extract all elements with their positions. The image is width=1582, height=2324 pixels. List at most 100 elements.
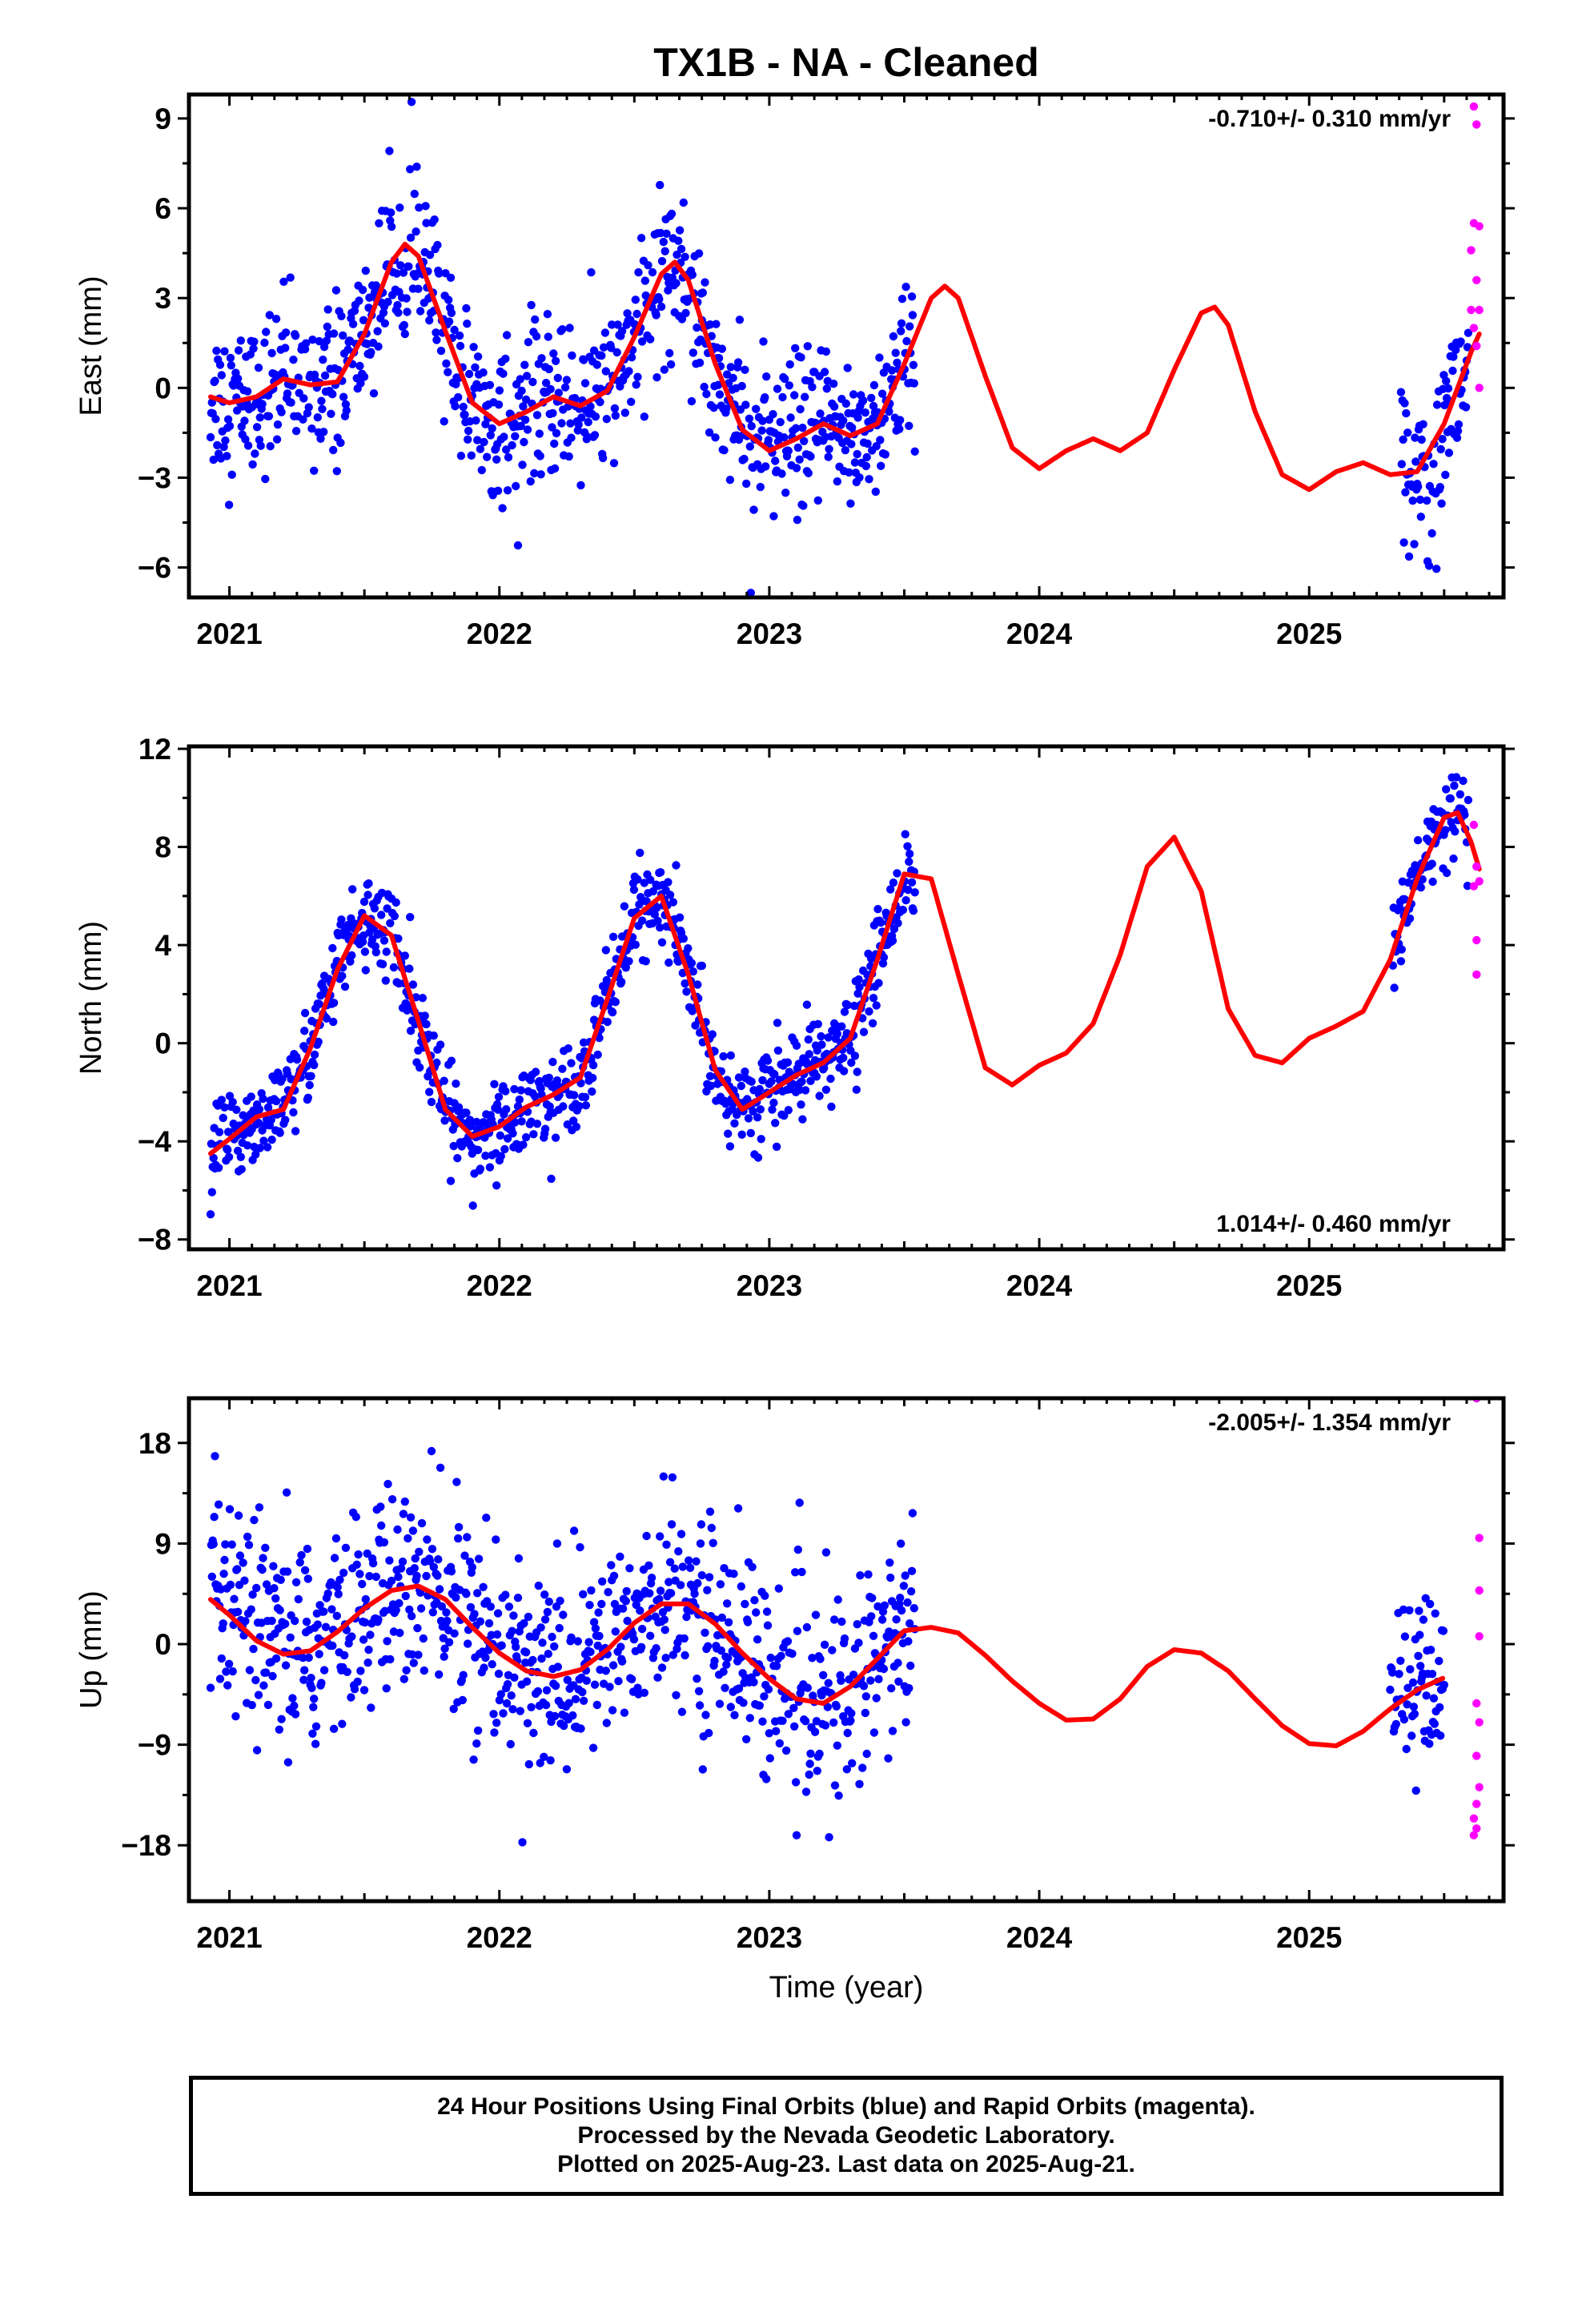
final-point <box>517 1117 526 1126</box>
final-point <box>645 1589 654 1598</box>
final-point <box>904 886 913 895</box>
final-point <box>1419 420 1427 428</box>
final-point <box>319 1666 329 1675</box>
final-point <box>801 1086 810 1095</box>
final-point <box>408 1526 418 1535</box>
final-point <box>770 1070 779 1079</box>
final-point <box>532 1120 542 1128</box>
final-point <box>454 392 463 402</box>
final-point <box>697 1520 706 1529</box>
final-point <box>829 402 839 411</box>
final-point <box>714 380 723 389</box>
final-point <box>693 980 702 989</box>
final-point <box>544 1597 553 1606</box>
final-point <box>1432 565 1441 573</box>
final-point <box>636 848 644 858</box>
final-point <box>637 337 647 346</box>
final-point <box>876 436 885 444</box>
final-point <box>633 372 642 381</box>
final-point <box>1452 773 1461 782</box>
final-point <box>1442 785 1451 794</box>
final-point <box>520 360 529 369</box>
final-point <box>1425 1739 1434 1748</box>
final-point <box>816 1655 825 1663</box>
final-point <box>224 1659 234 1668</box>
final-point <box>319 428 328 436</box>
final-point <box>1449 0 1457 4</box>
final-point <box>348 885 357 894</box>
final-point <box>707 1523 716 1533</box>
final-point <box>608 1661 618 1670</box>
final-point <box>456 452 466 460</box>
final-point <box>307 1683 316 1692</box>
final-point <box>1423 496 1431 505</box>
final-point <box>513 541 523 550</box>
final-point <box>1443 384 1453 393</box>
final-point <box>342 406 351 415</box>
final-point <box>574 420 583 429</box>
final-point <box>843 1728 852 1738</box>
x-tick-label: 2024 <box>1006 1269 1073 1302</box>
final-point <box>771 1119 780 1128</box>
final-point <box>371 281 380 290</box>
final-point <box>700 382 709 392</box>
final-point <box>377 1521 386 1530</box>
final-point <box>855 983 864 991</box>
final-point <box>275 1606 284 1614</box>
final-point <box>1432 400 1442 409</box>
final-point <box>485 380 495 389</box>
final-point <box>400 951 409 960</box>
final-point <box>382 1684 391 1693</box>
final-point <box>862 1749 871 1759</box>
final-point <box>719 1667 728 1676</box>
final-point <box>595 1631 604 1641</box>
final-point <box>673 250 681 259</box>
y-axis-label: East (mm) <box>74 275 108 416</box>
final-point <box>893 869 901 878</box>
rapid-point <box>1472 275 1481 284</box>
final-point <box>781 489 790 497</box>
rapid-point <box>1475 1534 1484 1542</box>
final-point <box>486 431 495 440</box>
final-point <box>629 1634 639 1644</box>
final-point <box>268 1671 277 1681</box>
final-point <box>866 1676 875 1685</box>
final-point <box>310 1050 319 1059</box>
x-tick-label: 2021 <box>196 1921 262 1954</box>
final-point <box>390 911 399 921</box>
final-point <box>1431 1609 1439 1618</box>
rapid-orbit-points <box>1469 1398 1484 1839</box>
final-point <box>829 1718 838 1727</box>
final-point <box>520 437 528 447</box>
final-point <box>559 1610 568 1619</box>
final-point <box>765 1729 773 1738</box>
east-panel: 2021 2022 2023 2024 2025 −6 −3 0 3 6 9 East (mm) -0.… <box>74 92 1515 650</box>
final-point <box>515 1095 524 1104</box>
final-point <box>537 354 546 363</box>
final-point <box>524 1612 533 1622</box>
final-point <box>343 1667 351 1676</box>
final-point <box>669 898 677 907</box>
final-point <box>840 1634 849 1643</box>
rapid-point <box>1475 305 1484 315</box>
final-point <box>259 1094 267 1104</box>
rapid-point <box>1472 935 1481 945</box>
final-point <box>371 947 380 957</box>
final-point <box>252 1746 262 1755</box>
final-point <box>315 1601 324 1610</box>
final-point <box>468 1562 476 1572</box>
final-point <box>1421 1594 1430 1603</box>
final-point <box>291 1127 300 1136</box>
final-point <box>1416 1662 1425 1671</box>
final-point <box>815 1092 824 1100</box>
final-point <box>479 368 488 377</box>
final-point <box>1396 957 1406 966</box>
final-point <box>675 226 685 235</box>
final-point <box>210 1513 219 1522</box>
final-point <box>712 320 721 328</box>
final-point <box>484 1618 494 1628</box>
final-point <box>291 1710 300 1719</box>
final-point <box>440 1076 448 1085</box>
final-point <box>585 1601 594 1610</box>
final-point <box>492 1719 501 1727</box>
